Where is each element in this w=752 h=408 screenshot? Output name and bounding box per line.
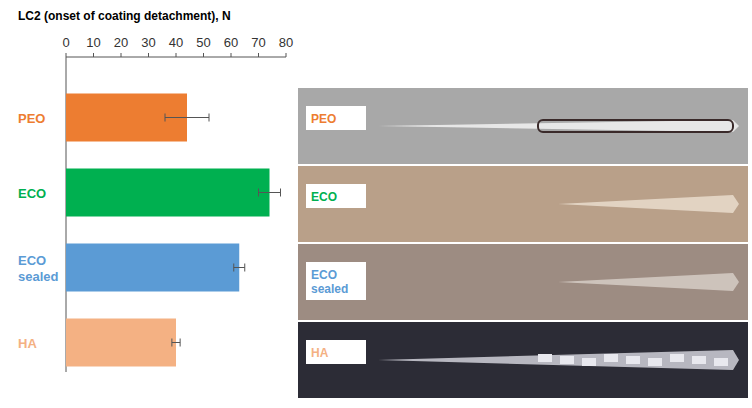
micrograph-label: PEO xyxy=(311,112,336,126)
error-bar xyxy=(172,339,180,347)
x-tick-label: 70 xyxy=(251,35,265,50)
error-cap xyxy=(209,114,210,122)
error-bar xyxy=(165,114,209,122)
scratch-spall xyxy=(670,354,684,362)
x-tick-label: 30 xyxy=(141,35,155,50)
error-line xyxy=(259,192,281,193)
x-tick xyxy=(176,53,177,57)
category-label: HA xyxy=(18,336,37,351)
scratch-detachment xyxy=(538,120,733,132)
x-tick xyxy=(203,53,204,57)
scratch-track xyxy=(378,120,739,132)
scratch-spall xyxy=(582,358,596,366)
category-label-line: sealed xyxy=(18,269,59,284)
scratch-spall xyxy=(538,354,552,362)
error-cap xyxy=(233,264,234,272)
micrograph-label-line: ECO xyxy=(311,268,337,282)
error-line xyxy=(172,342,180,343)
scratch-spall xyxy=(604,354,618,362)
x-tick xyxy=(66,53,67,57)
error-bar xyxy=(234,264,245,272)
micrograph-label-box xyxy=(306,184,366,208)
error-line xyxy=(234,267,245,268)
x-tick-label: 20 xyxy=(114,35,128,50)
micrograph-label-box xyxy=(306,340,366,364)
micrograph-label-box xyxy=(306,106,366,130)
micrograph-background xyxy=(298,166,748,242)
error-cap xyxy=(180,339,181,347)
error-cap xyxy=(171,339,172,347)
bar xyxy=(66,319,176,367)
bar xyxy=(66,244,239,292)
scratch-spall xyxy=(626,356,640,364)
micrograph-background xyxy=(298,88,748,164)
micrograph-label: ECOsealed xyxy=(311,268,348,296)
micrograph-label: HA xyxy=(311,346,329,360)
micrograph-panel: ECOsealed xyxy=(298,244,748,320)
category-label: ECOsealed xyxy=(18,253,59,284)
chart: LC2 (onset of coating detachment), N 0 10 2… xyxy=(0,0,752,408)
x-tick-label: 40 xyxy=(169,35,183,50)
x-tick-label: 80 xyxy=(279,35,293,50)
x-tick-label: 50 xyxy=(196,35,210,50)
scratch-spall xyxy=(714,358,728,366)
error-cap xyxy=(258,189,259,197)
x-tick-label: 10 xyxy=(86,35,100,50)
micrograph-panel: PEO xyxy=(298,88,748,164)
bars xyxy=(66,94,281,367)
error-bar xyxy=(259,189,281,197)
x-tick xyxy=(286,53,287,57)
scratch-spall xyxy=(560,356,574,364)
error-line xyxy=(165,117,209,118)
scratch-track xyxy=(378,350,739,370)
bar xyxy=(66,169,270,217)
error-cap xyxy=(280,189,281,197)
micrograph-background xyxy=(298,322,748,398)
micrograph-background xyxy=(298,244,748,320)
micrograph-label-box xyxy=(306,262,366,300)
x-tick xyxy=(148,53,149,57)
x-tick xyxy=(231,53,232,57)
scratch-track xyxy=(558,195,739,213)
micrograph-label: ECO xyxy=(311,190,337,204)
scratch-spall xyxy=(648,358,662,366)
chart-title: LC2 (onset of coating detachment), N xyxy=(18,9,231,23)
error-cap xyxy=(165,114,166,122)
x-tick xyxy=(121,53,122,57)
scratch-track xyxy=(558,273,739,291)
x-tick xyxy=(93,53,94,57)
x-tick xyxy=(258,53,259,57)
x-tick-label: 0 xyxy=(62,35,69,50)
scratch-spall xyxy=(692,356,706,364)
category-label-line: ECO xyxy=(18,253,46,268)
micrograph-panel: HA xyxy=(298,322,748,398)
micrograph-panel: ECO xyxy=(298,166,748,242)
micrograph-label-line: sealed xyxy=(311,282,348,296)
x-tick-label: 60 xyxy=(224,35,238,50)
category-label: PEO xyxy=(18,111,45,126)
category-label: ECO xyxy=(18,186,46,201)
error-cap xyxy=(244,264,245,272)
